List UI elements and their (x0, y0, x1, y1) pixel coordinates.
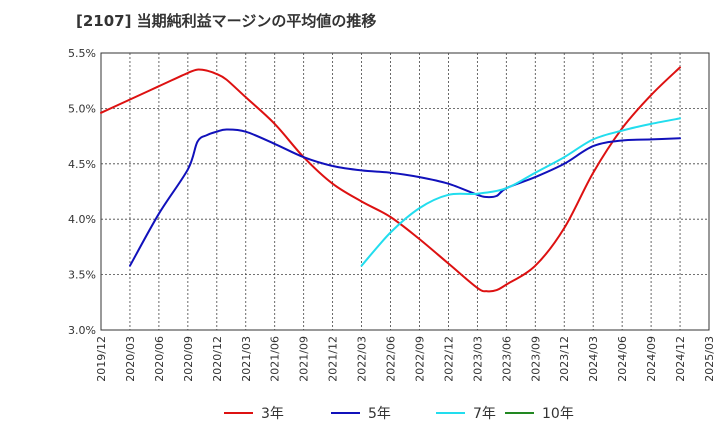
x-tick-label: 2024/03 (587, 336, 600, 382)
legend-label: 3年 (261, 406, 284, 422)
y-tick-label: 5.0% (68, 102, 96, 115)
x-tick-label: 2021/12 (327, 336, 340, 382)
x-tick-label: 2022/09 (413, 336, 426, 382)
x-tick-label: 2023/03 (471, 336, 484, 382)
y-tick-label: 3.0% (68, 324, 96, 337)
legend-label: 5年 (368, 406, 391, 422)
y-tick-label: 5.5% (68, 47, 96, 60)
chart-title: [2107] 当期純利益マージンの平均値の推移 (76, 12, 377, 30)
x-tick-label: 2023/12 (558, 336, 571, 382)
series-line-7年 (360, 117, 681, 267)
x-tick-label: 2022/12 (442, 336, 455, 382)
x-tick-label: 2019/12 (95, 336, 108, 382)
y-axis: 3.0% 3.5% 4.0% 4.5% 5.0% 5.5% (68, 47, 96, 337)
x-tick-label: 2022/03 (356, 336, 369, 382)
x-tick-label: 2025/03 (703, 336, 716, 382)
plot-area (100, 52, 710, 331)
legend: 3年 5年 7年 10年 (224, 406, 574, 422)
series-line-5年 (129, 128, 681, 267)
x-tick-label: 2020/09 (182, 336, 195, 382)
x-tick-label: 2020/06 (153, 336, 166, 382)
y-tick-label: 4.0% (68, 213, 96, 226)
legend-label: 7年 (473, 406, 496, 422)
x-tick-label: 2020/12 (211, 336, 224, 382)
legend-label: 10年 (542, 406, 574, 422)
x-tick-label: 2023/06 (500, 336, 513, 382)
x-tick-label: 2024/06 (616, 336, 629, 382)
x-tick-label: 2021/03 (240, 336, 253, 382)
y-tick-label: 4.5% (68, 158, 96, 171)
x-tick-label: 2024/09 (645, 336, 658, 382)
x-tick-label: 2021/06 (269, 336, 282, 382)
x-tick-label: 2024/12 (674, 336, 687, 382)
x-axis: 2019/12 2020/03 2020/06 2020/09 2020/12 2021/… (95, 336, 716, 382)
x-tick-label: 2021/09 (298, 336, 311, 382)
x-tick-label: 2022/06 (385, 336, 398, 382)
x-tick-label: 2020/03 (124, 336, 137, 382)
y-tick-label: 3.5% (68, 269, 96, 282)
x-tick-label: 2023/09 (529, 336, 542, 382)
series-line-3年 (100, 66, 681, 293)
series-lines (100, 66, 681, 293)
